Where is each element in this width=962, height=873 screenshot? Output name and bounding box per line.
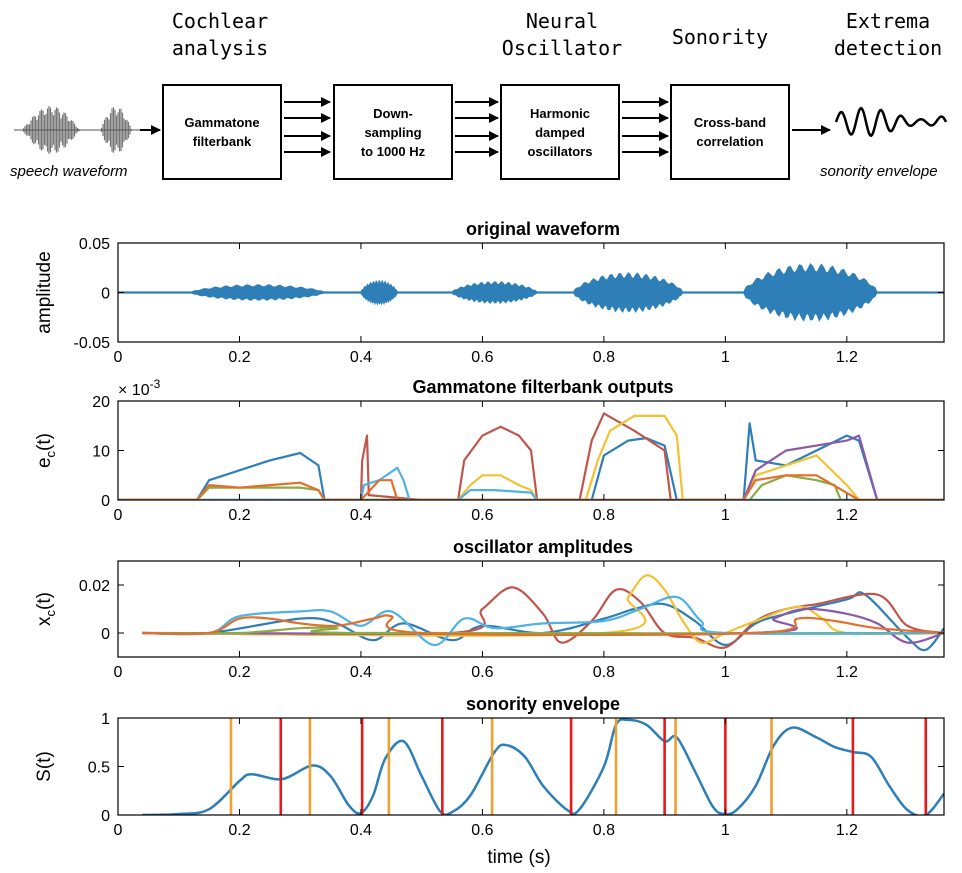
x-tick-label: 0: [114, 822, 123, 839]
x-tick-label: 0.8: [593, 507, 615, 524]
plot-area: [142, 574, 944, 652]
x-tick-label: 0.6: [471, 507, 493, 524]
x-tick-label: 1.2: [836, 822, 858, 839]
scale-factor-label: × 10-3: [118, 377, 161, 399]
waveform-segment-4: [743, 263, 878, 322]
x-tick-label: 0.8: [593, 822, 615, 839]
chart-title: sonority envelope: [466, 694, 620, 714]
x-tick-label: 1: [721, 822, 730, 839]
x-tick-label: 0.4: [350, 349, 372, 366]
pipeline-graphics: [14, 97, 948, 157]
oscillators-box: Harmonic damped oscillators: [500, 84, 620, 180]
x-tick-label: 1: [721, 349, 730, 366]
y-axis-label: S(t): [34, 751, 55, 782]
x-tick-label: 0.2: [228, 507, 250, 524]
stage-title-cochlear: Cochlear analysis: [171, 9, 269, 60]
oscillator-series-0: [142, 591, 944, 652]
x-tick-label: 0.8: [593, 349, 615, 366]
y-tick-label: 1: [101, 711, 110, 728]
chart-2: oscillator amplitudes 0 0.2 0.4 0.6 0.8 1 1.2 0 0…: [34, 537, 945, 681]
stage-title-neural: Neural Oscillator: [501, 9, 623, 60]
chart-title: Gammatone filterbank outputs: [412, 377, 673, 397]
chart-1: Gammatone filterbank outputs 0 0.2 0.4 0.6 0.…: [34, 377, 945, 524]
axes-frame: [117, 242, 945, 343]
x-tick-label: 0.6: [471, 664, 493, 681]
y-tick-label: 0: [101, 286, 110, 303]
sonority-envelope-label: sonority envelope: [820, 163, 938, 180]
x-tick-label: 0: [114, 349, 123, 366]
y-tick-label: 20: [92, 394, 110, 411]
axes-frame: [117, 400, 945, 501]
x-tick-label: 1.2: [836, 349, 858, 366]
gammatone-series-1: [118, 412, 944, 500]
stage-title-extrema: Extrema detection: [833, 9, 943, 60]
axes-frame: [117, 717, 945, 816]
x-tick-label: 0.8: [593, 664, 615, 681]
y-tick-label: 10: [92, 444, 110, 461]
chart-title: oscillator amplitudes: [453, 537, 633, 557]
x-tick-label: 0.2: [228, 822, 250, 839]
x-tick-label: 0.4: [350, 664, 372, 681]
gammatone-series-5: [118, 466, 944, 500]
x-axis-label: time (s): [487, 847, 550, 868]
gammatone-series-0: [118, 422, 944, 500]
gammatone-series-6: [118, 474, 944, 500]
y-tick-label: 0.05: [79, 236, 110, 253]
y-tick-label: 0: [101, 626, 110, 643]
x-tick-label: 0.6: [471, 349, 493, 366]
waveform-segment-3: [572, 272, 684, 313]
oscillator-series-1: [142, 586, 944, 649]
x-tick-label: 1.2: [836, 507, 858, 524]
plot-area: [118, 263, 944, 322]
y-axis-label: xc(t): [34, 592, 58, 626]
cross-band-correlation-box: Cross-band correlation: [670, 84, 790, 180]
sonority-envelope-icon: [834, 106, 948, 138]
y-axis-label: amplitude: [34, 251, 55, 333]
axes-frame: [117, 560, 945, 658]
x-tick-label: 0.6: [471, 822, 493, 839]
y-tick-label: 0: [101, 493, 110, 510]
gammatone-series-2: [118, 414, 944, 500]
x-tick-label: 0.4: [350, 822, 372, 839]
speech-waveform-icon: [14, 106, 140, 154]
sonority-curve: [142, 718, 944, 815]
downsampling-box: Down- sampling to 1000 Hz: [333, 84, 453, 180]
gammatone-series-3: [118, 434, 944, 500]
x-tick-label: 1.2: [836, 664, 858, 681]
x-tick-label: 0: [114, 507, 123, 524]
stage-title-sonority: Sonority: [671, 25, 769, 49]
x-tick-label: 1: [721, 507, 730, 524]
chart-3: sonority envelope 0 0.2 0.4 0.6 0.8 1 1.2 0 0.5 1 S…: [34, 694, 945, 868]
box-label: Gammatone filterbank: [184, 115, 260, 149]
chart-title: original waveform: [466, 219, 620, 239]
y-tick-label: 0: [101, 808, 110, 825]
x-tick-label: 0.2: [228, 664, 250, 681]
gammatone-filterbank-box: Gammatone filterbank: [162, 84, 282, 180]
oscillator-series-6: [142, 614, 944, 637]
plot-area: [118, 412, 944, 500]
box-label: Down- sampling to 1000 Hz: [360, 105, 426, 159]
x-tick-label: 0: [114, 664, 123, 681]
box-label: Harmonic damped oscillators: [527, 105, 593, 159]
plot-area: [142, 718, 944, 815]
oscillator-series-4: [142, 626, 944, 635]
oscillator-series-5: [142, 595, 944, 647]
y-tick-label: -0.05: [74, 335, 111, 352]
speech-waveform-label: speech waveform: [10, 163, 128, 180]
x-tick-label: 1: [721, 664, 730, 681]
waveform-segment-1: [360, 279, 398, 306]
waveform-segment-2: [451, 281, 538, 304]
x-tick-label: 0.2: [228, 349, 250, 366]
y-tick-label: 0.5: [88, 760, 110, 777]
y-tick-label: 0.02: [79, 578, 110, 595]
waveform-segment-0: [189, 284, 326, 301]
box-label: Cross-band correlation: [693, 115, 767, 149]
x-tick-label: 0.4: [350, 507, 372, 524]
y-axis-label: ec(t): [34, 433, 58, 468]
